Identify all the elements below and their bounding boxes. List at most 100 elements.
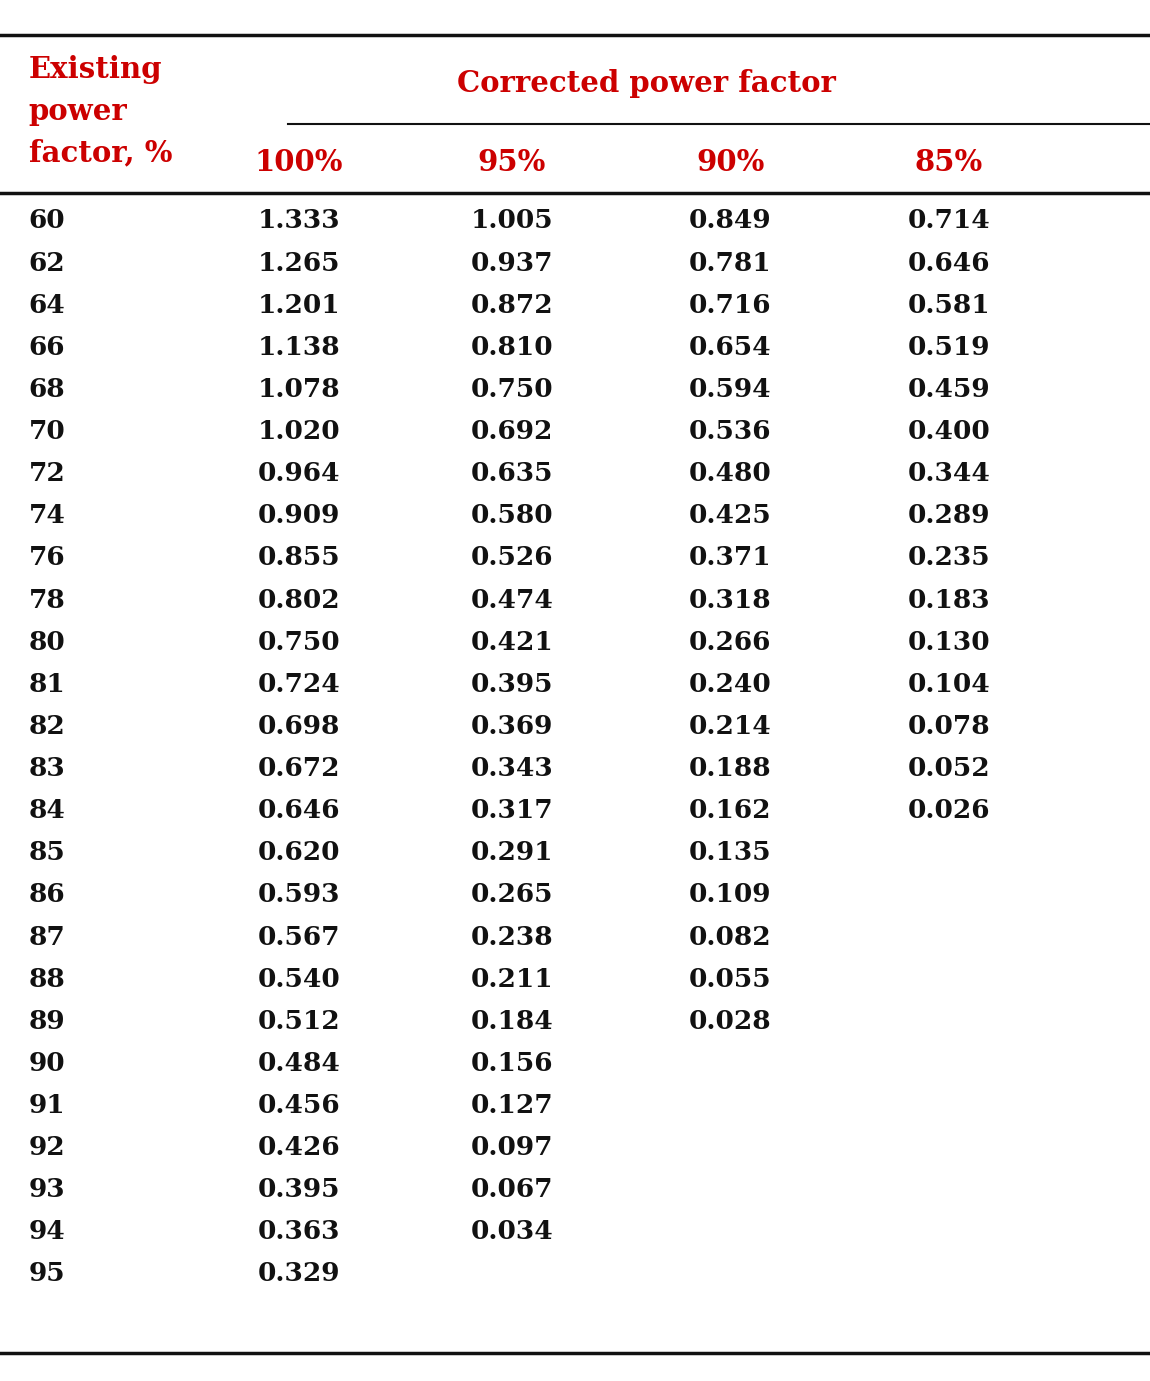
Text: 0.130: 0.130 (907, 630, 990, 655)
Text: 1.138: 1.138 (258, 334, 340, 360)
Text: 85%: 85% (914, 148, 983, 177)
Text: 0.654: 0.654 (689, 334, 772, 360)
Text: 0.067: 0.067 (470, 1177, 553, 1203)
Text: 82: 82 (29, 714, 66, 739)
Text: 0.235: 0.235 (907, 545, 990, 570)
Text: 0.580: 0.580 (470, 503, 553, 529)
Text: 87: 87 (29, 924, 66, 950)
Text: 0.135: 0.135 (689, 840, 772, 866)
Text: Existing: Existing (29, 55, 162, 84)
Text: 0.567: 0.567 (258, 924, 340, 950)
Text: 72: 72 (29, 461, 66, 486)
Text: 92: 92 (29, 1135, 66, 1160)
Text: 0.156: 0.156 (470, 1051, 553, 1076)
Text: 0.034: 0.034 (470, 1219, 553, 1244)
Text: 1.201: 1.201 (258, 293, 340, 318)
Text: 0.289: 0.289 (907, 503, 990, 529)
Text: 0.909: 0.909 (258, 503, 340, 529)
Text: 0.052: 0.052 (907, 755, 990, 782)
Text: 0.646: 0.646 (907, 250, 990, 276)
Text: 66: 66 (29, 334, 66, 360)
Text: 0.540: 0.540 (258, 967, 340, 992)
Text: 0.183: 0.183 (907, 587, 990, 613)
Text: 93: 93 (29, 1177, 66, 1203)
Text: 0.802: 0.802 (258, 587, 340, 613)
Text: 83: 83 (29, 755, 66, 782)
Text: 0.646: 0.646 (258, 798, 340, 823)
Text: 68: 68 (29, 377, 66, 402)
Text: 0.127: 0.127 (470, 1092, 553, 1119)
Text: 0.672: 0.672 (258, 755, 340, 782)
Text: 0.109: 0.109 (689, 882, 772, 907)
Text: 0.872: 0.872 (470, 293, 553, 318)
Text: 0.055: 0.055 (689, 967, 772, 992)
Text: 0.078: 0.078 (907, 714, 990, 739)
Text: 0.026: 0.026 (907, 798, 990, 823)
Text: 0.317: 0.317 (470, 798, 553, 823)
Text: 0.581: 0.581 (907, 293, 990, 318)
Text: 0.620: 0.620 (258, 840, 340, 866)
Text: 0.343: 0.343 (470, 755, 553, 782)
Text: 0.162: 0.162 (689, 798, 772, 823)
Text: 0.097: 0.097 (470, 1135, 553, 1160)
Text: Corrected power factor: Corrected power factor (458, 69, 836, 98)
Text: 0.964: 0.964 (258, 461, 340, 486)
Text: 1.333: 1.333 (258, 209, 340, 233)
Text: 0.104: 0.104 (907, 671, 990, 697)
Text: 1.265: 1.265 (258, 250, 340, 276)
Text: 0.425: 0.425 (689, 503, 772, 529)
Text: 0.028: 0.028 (689, 1008, 772, 1034)
Text: 0.265: 0.265 (470, 882, 553, 907)
Text: 95%: 95% (477, 148, 546, 177)
Text: 0.750: 0.750 (258, 630, 340, 655)
Text: 1.020: 1.020 (258, 418, 340, 445)
Text: 74: 74 (29, 503, 66, 529)
Text: 76: 76 (29, 545, 66, 570)
Text: 0.594: 0.594 (689, 377, 772, 402)
Text: 0.536: 0.536 (689, 418, 772, 445)
Text: 0.082: 0.082 (689, 924, 772, 950)
Text: 0.188: 0.188 (689, 755, 772, 782)
Text: 0.291: 0.291 (470, 840, 553, 866)
Text: 0.318: 0.318 (689, 587, 772, 613)
Text: 0.459: 0.459 (907, 377, 990, 402)
Text: 0.937: 0.937 (470, 250, 553, 276)
Text: 91: 91 (29, 1092, 66, 1119)
Text: 0.593: 0.593 (258, 882, 340, 907)
Text: 0.724: 0.724 (258, 671, 340, 697)
Text: 0.395: 0.395 (470, 671, 553, 697)
Text: 0.184: 0.184 (470, 1008, 553, 1034)
Text: 0.371: 0.371 (689, 545, 772, 570)
Text: 64: 64 (29, 293, 66, 318)
Text: 0.238: 0.238 (470, 924, 553, 950)
Text: 86: 86 (29, 882, 66, 907)
Text: 60: 60 (29, 209, 66, 233)
Text: 62: 62 (29, 250, 66, 276)
Text: 0.240: 0.240 (689, 671, 772, 697)
Text: 0.474: 0.474 (470, 587, 553, 613)
Text: 0.635: 0.635 (470, 461, 553, 486)
Text: 0.395: 0.395 (258, 1177, 340, 1203)
Text: 0.266: 0.266 (689, 630, 772, 655)
Text: 0.344: 0.344 (907, 461, 990, 486)
Text: 0.526: 0.526 (470, 545, 553, 570)
Text: 88: 88 (29, 967, 66, 992)
Text: 0.480: 0.480 (689, 461, 772, 486)
Text: 0.849: 0.849 (689, 209, 772, 233)
Text: 0.698: 0.698 (258, 714, 340, 739)
Text: 80: 80 (29, 630, 66, 655)
Text: factor, %: factor, % (29, 138, 172, 167)
Text: 0.750: 0.750 (470, 377, 553, 402)
Text: 0.810: 0.810 (470, 334, 553, 360)
Text: 94: 94 (29, 1219, 66, 1244)
Text: 1.005: 1.005 (470, 209, 553, 233)
Text: 0.714: 0.714 (907, 209, 990, 233)
Text: 0.421: 0.421 (470, 630, 553, 655)
Text: 70: 70 (29, 418, 66, 445)
Text: 0.692: 0.692 (470, 418, 553, 445)
Text: 90: 90 (29, 1051, 66, 1076)
Text: 90%: 90% (696, 148, 765, 177)
Text: 0.855: 0.855 (258, 545, 340, 570)
Text: 0.519: 0.519 (907, 334, 990, 360)
Text: 0.484: 0.484 (258, 1051, 340, 1076)
